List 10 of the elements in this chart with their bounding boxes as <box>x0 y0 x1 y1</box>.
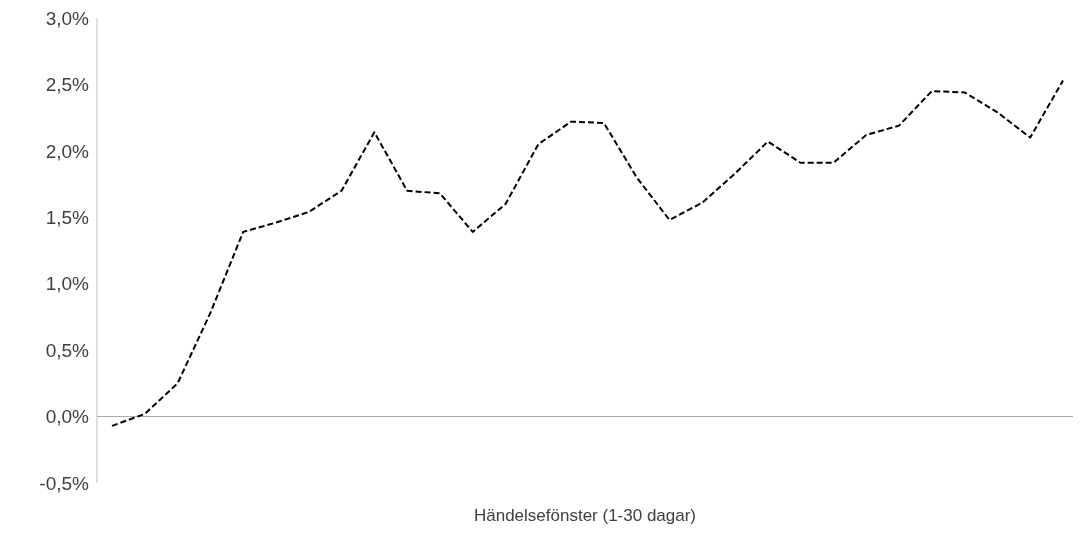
y-tick-label: 3,0% <box>45 7 90 29</box>
y-tick-label: 2,0% <box>45 140 90 162</box>
line-series <box>111 79 1064 427</box>
x-axis-title: Händelsefönster (1-30 dagar) <box>473 506 697 525</box>
y-tick-label: 1,0% <box>45 273 90 295</box>
y-tick-label: 2,5% <box>45 74 90 96</box>
y-tick-label: 0,0% <box>45 406 90 428</box>
y-tick-label: -0,5% <box>39 472 90 494</box>
y-tick-label: 1,5% <box>45 207 90 229</box>
y-tick-label: 0,5% <box>45 339 90 361</box>
